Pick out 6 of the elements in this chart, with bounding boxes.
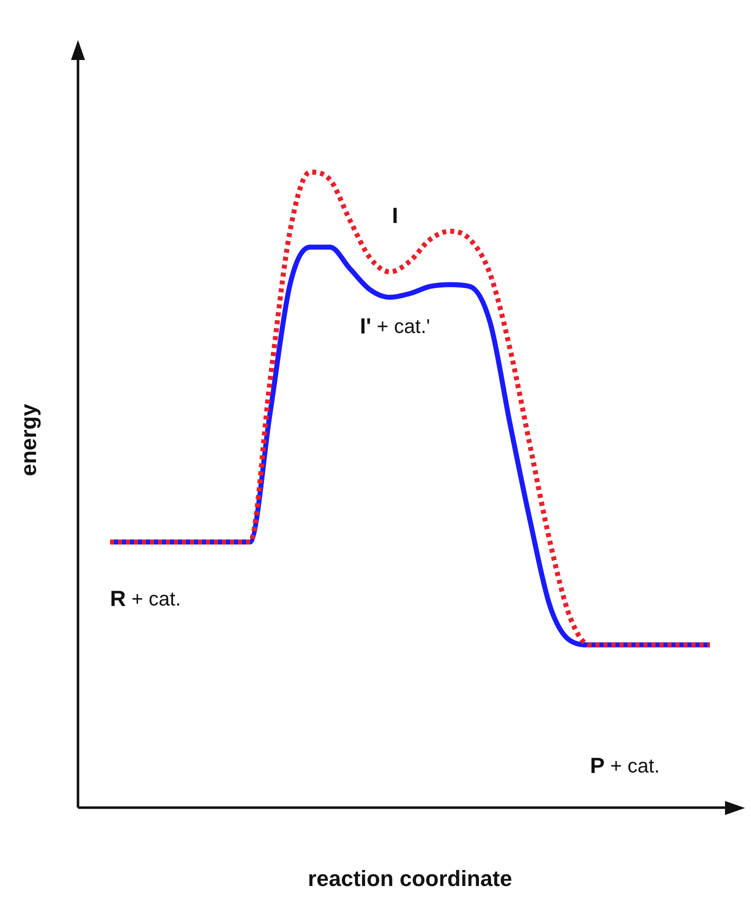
x-axis-title: reaction coordinate: [308, 866, 512, 892]
annotation: I' + cat.': [360, 313, 430, 338]
annotation: R + cat.: [110, 586, 181, 612]
y-axis-title: energy: [16, 403, 42, 476]
annotation: I: [392, 202, 398, 228]
annotation: P + cat.: [590, 752, 660, 778]
